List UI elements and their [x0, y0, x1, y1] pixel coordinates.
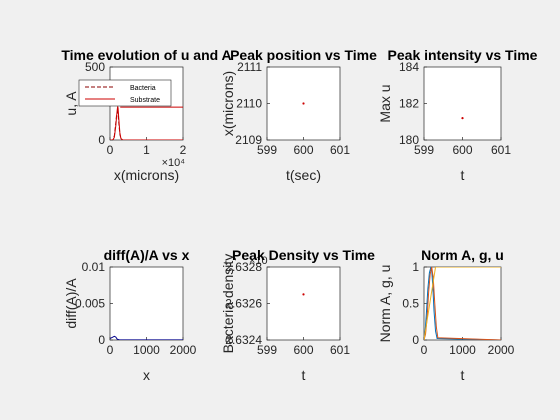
p1-x-tick-label: 0	[107, 143, 114, 157]
p6-y-tick-label: 1	[412, 260, 419, 274]
p2-x-axis-label: t(sec)	[286, 167, 321, 183]
p4-y-tick-label: 0.005	[75, 297, 105, 311]
p4-x-axis-label: x	[143, 367, 150, 383]
p1-x-axis-label: x(microns)	[114, 167, 179, 183]
p4-x-tick-label: 0	[107, 343, 114, 357]
p1-x-tick-label: 2	[180, 143, 187, 157]
legend-box	[78, 79, 172, 107]
p2-x-tick-label: 601	[330, 143, 350, 157]
p5-y-tick-label: 2.6328	[225, 260, 262, 274]
p5-y-axis-label: Bacteria density	[220, 254, 236, 354]
p2-y-tick-label: 2109	[235, 133, 262, 147]
p3-data-point	[461, 117, 464, 120]
p3-x-tick-label: 601	[491, 143, 511, 157]
p6-x-axis-label: t	[461, 367, 465, 383]
p1-y-axis-label: u, A	[63, 91, 79, 116]
p2-y-tick-label: 2110	[236, 97, 262, 111]
p5-x-tick-label: 600	[293, 343, 313, 357]
p1-y-tick-label: 500	[85, 60, 105, 74]
p4-y-tick-label: 0.01	[82, 260, 106, 274]
p1-y-tick-label: 0	[98, 133, 105, 147]
p4-x-tick-label: 1000	[133, 343, 160, 357]
p2-y-tick-label: 2111	[237, 60, 262, 74]
p2-data-point	[302, 102, 305, 105]
legend-label-2: Substrate	[130, 97, 160, 104]
p6-x-tick-label: 0	[421, 343, 428, 357]
p3-y-tick-label: 180	[399, 133, 419, 147]
p3-title: Peak intensity vs Time	[388, 47, 538, 63]
p2-y-axis-label: x(microns)	[220, 71, 236, 136]
p2-x-tick-label: 599	[257, 143, 277, 157]
p3-y-axis-label: Max u	[377, 84, 393, 122]
p1-series-line-2	[110, 106, 183, 140]
p5-title: Peak Density vs Time	[232, 247, 375, 263]
p3-x-tick-label: 599	[414, 143, 434, 157]
p6-y-axis-label: Norm A, g, u	[377, 265, 393, 343]
p4-plot-area	[109, 266, 184, 341]
legend-label-1: Bacteria	[130, 85, 156, 92]
p5-y-tick-label: 2.6324	[225, 333, 262, 347]
p6-title: Norm A, g, u	[421, 247, 504, 263]
p5-x-tick-label: 601	[330, 343, 350, 357]
p3-y-tick-label: 182	[399, 97, 419, 111]
p4-y-axis-label: diff(A)/A	[63, 278, 79, 329]
p5-x-tick-label: 599	[257, 343, 277, 357]
p1-title: Time evolution of u and A	[61, 47, 231, 63]
p5-plot-area	[266, 266, 341, 341]
p4-title: diff(A)/A vs x	[104, 247, 190, 263]
p2-title: Peak position vs Time	[230, 47, 377, 63]
p6-x-tick-label: 1000	[449, 343, 476, 357]
p3-y-tick-label: 184	[399, 60, 419, 74]
p6-x-tick-label: 2000	[488, 343, 515, 357]
p1-x-tick-label: 1	[143, 143, 150, 157]
p4-x-tick-label: 2000	[170, 343, 197, 357]
p4-y-tick-label: 0	[98, 333, 105, 347]
p6-y-tick-label: 0.5	[402, 297, 419, 311]
p3-plot-area	[423, 66, 502, 141]
p3-x-axis-label: t	[461, 167, 465, 183]
p3-x-tick-label: 600	[452, 143, 472, 157]
p5-x-axis-label: t	[302, 367, 306, 383]
p6-series-line-3	[424, 267, 501, 340]
p5-y-exponent: ×10	[249, 255, 268, 267]
p5-y-tick-label: 2.6326	[225, 297, 262, 311]
p1-x-exponent: ×10⁴	[162, 157, 186, 169]
p4-series-line-1	[110, 335, 183, 340]
p5-data-point	[302, 293, 305, 296]
p6-y-tick-label: 0	[412, 333, 419, 347]
p2-x-tick-label: 600	[293, 143, 313, 157]
